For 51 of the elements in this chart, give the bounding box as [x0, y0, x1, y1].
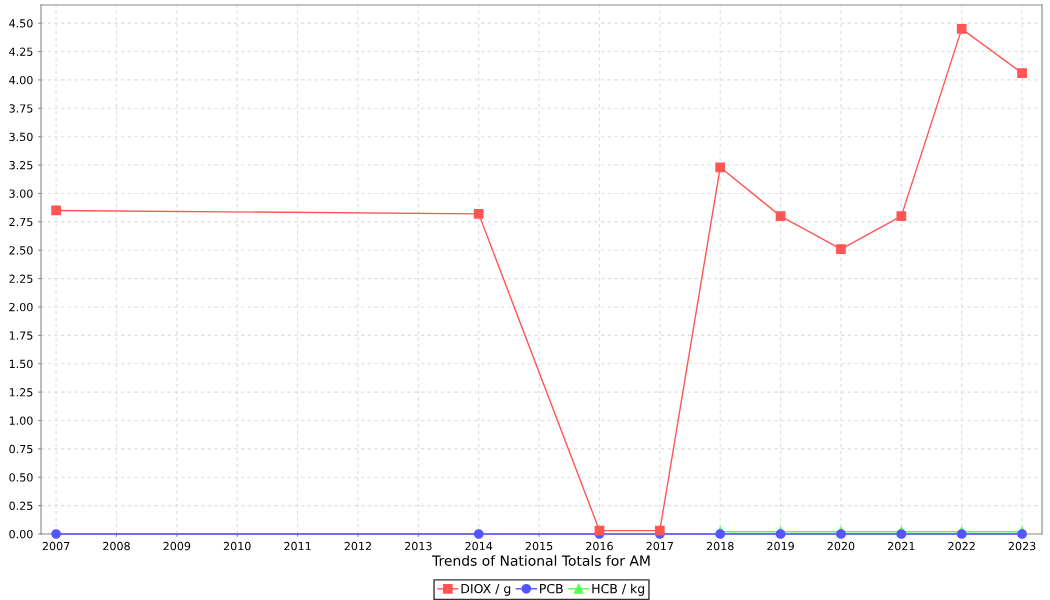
point [715, 162, 726, 173]
x-tick-label: 2023 [1008, 541, 1036, 551]
x-tick-label: 2007 [42, 541, 70, 551]
y-tick-label: 0.00 [9, 529, 33, 539]
x-tick-label: 2020 [827, 541, 855, 551]
y-tick-label: 1.25 [9, 388, 33, 397]
point [473, 529, 484, 539]
x-tick-label: 2017 [646, 541, 674, 551]
x-axis-title: Trends of National Totals for AM [432, 555, 650, 566]
x-tick-label: 2018 [706, 541, 734, 551]
x-tick-label: 2008 [103, 541, 130, 551]
point [51, 529, 61, 539]
y-tick-label: 4.50 [9, 19, 33, 28]
y-tick-label: 1.00 [9, 416, 33, 425]
y-tick-label: 2.00 [9, 302, 33, 312]
y-tick-label: 0.25 [9, 501, 33, 510]
y-tick-label: 1.75 [9, 331, 33, 340]
point [896, 211, 907, 222]
x-tick-label: 2011 [284, 541, 311, 551]
x-tick-label: 2009 [163, 541, 191, 551]
x-tick-label: 2019 [767, 541, 794, 551]
point [654, 525, 665, 536]
x-tick-label: 2016 [586, 541, 613, 551]
y-tick-label: 2.25 [9, 274, 33, 283]
point [473, 209, 484, 219]
y-tick-label: 3.25 [9, 161, 33, 170]
point [836, 244, 846, 254]
point [51, 205, 61, 216]
y-tick-label: 2.75 [9, 217, 33, 227]
point [775, 211, 786, 222]
y-tick-label: 3.50 [9, 132, 33, 142]
point [956, 23, 967, 34]
y-tick-label: 4.25 [9, 47, 33, 56]
x-tick-label: 2021 [888, 541, 915, 551]
x-tick-label: 2012 [344, 541, 371, 551]
legend-label: PCB [540, 583, 563, 594]
y-tick-label: 4.00 [9, 75, 33, 85]
x-tick-label: 2013 [405, 541, 432, 551]
x-tick-label: 2015 [525, 541, 553, 551]
legend-label: HCB / kg [592, 583, 645, 596]
point [1017, 68, 1027, 78]
y-tick-label: 0.50 [9, 473, 33, 482]
x-tick-label: 2014 [465, 541, 493, 551]
y-tick-label: 0.75 [9, 444, 33, 454]
x-tick-label: 2010 [223, 541, 251, 551]
x-tick-label: 2022 [948, 541, 975, 551]
y-tick-label: 2.50 [9, 246, 33, 255]
legend-label: DIOX / g [461, 583, 511, 596]
y-tick-label: 3.00 [9, 189, 33, 198]
y-tick-label: 3.75 [9, 104, 33, 113]
y-tick-label: 1.50 [9, 359, 33, 369]
